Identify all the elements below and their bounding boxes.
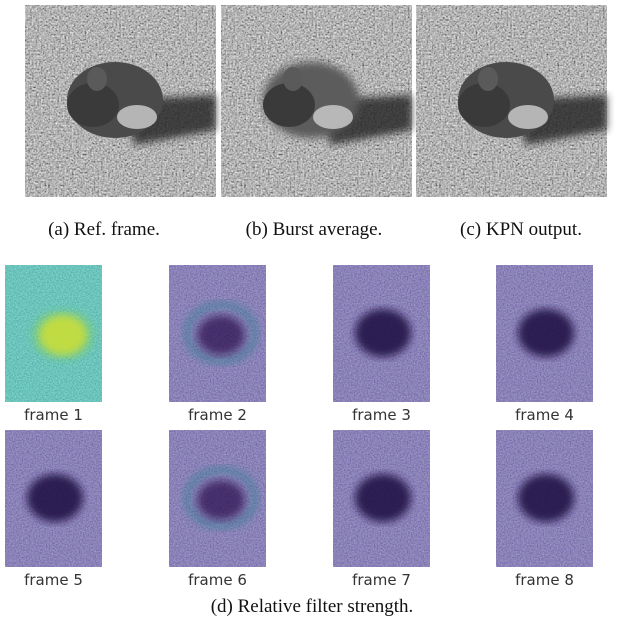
dark-region [518,309,574,357]
outline-region [184,467,258,529]
dark-region [355,309,411,357]
frame-label: frame 1 [24,406,83,424]
warm-region [31,309,95,361]
dark-region [197,480,245,520]
mouse-belly [508,105,548,129]
mouse-ear [478,67,498,91]
mouse-head [263,83,315,127]
frame-label: frame 2 [188,406,247,424]
dark-region [27,474,83,522]
dark-region [355,474,411,522]
caption-d: (d) Relative filter strength. [211,596,414,617]
dark-region [197,315,245,355]
mouse-head [67,83,119,127]
frame-label: frame 7 [352,571,411,589]
frame-label: frame 5 [24,571,83,589]
mouse-belly [313,105,353,129]
frame-label: frame 3 [352,406,411,424]
photo [25,5,216,197]
mouse-head [458,83,510,127]
dark-region [518,474,574,522]
frame-label: frame 6 [188,571,247,589]
heatmap [169,265,266,402]
frame-label: frame 8 [515,571,574,589]
heatmap [496,265,593,402]
photo [416,5,607,197]
mouse-belly [117,105,157,129]
mouse-ear [87,67,107,91]
heatmap [333,265,430,402]
heatmap [169,430,266,567]
photo [221,5,412,197]
heatmap [5,430,102,567]
outline-region [184,302,258,364]
heatmap [496,430,593,567]
heatmap [5,265,102,402]
caption-b: (b) Burst average. [246,219,383,240]
mouse-ear [283,67,303,91]
caption-c: (c) KPN output. [460,219,582,240]
heatmap [333,430,430,567]
caption-a: (a) Ref. frame. [48,219,160,240]
frame-label: frame 4 [515,406,574,424]
